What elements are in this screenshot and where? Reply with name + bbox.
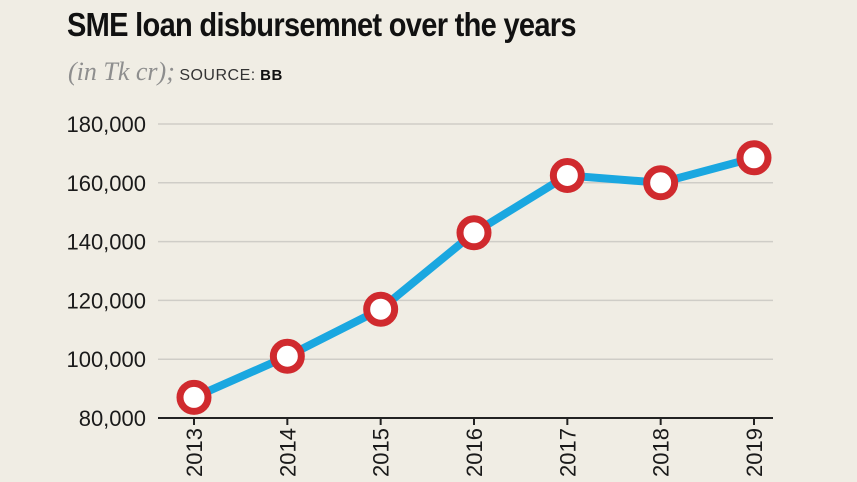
- x-tick-label: 2014: [275, 428, 300, 477]
- x-tick-label: 2017: [555, 428, 580, 477]
- x-tick-label: 2019: [742, 428, 767, 477]
- data-point-marker: [736, 140, 772, 176]
- x-tick-label: 2013: [182, 428, 207, 477]
- data-point-marker: [643, 165, 679, 201]
- data-point-marker: [176, 379, 212, 415]
- chart-subtitle: (in Tk cr); SOURCE: BB: [68, 57, 283, 87]
- y-tick-label: 180,000: [66, 112, 146, 137]
- data-markers: [176, 140, 772, 415]
- y-axis-ticks: 80,000 100,000 120,000 140,000 160,000 180,00…: [66, 112, 146, 431]
- data-point-marker: [549, 157, 585, 193]
- data-point-marker: [456, 215, 492, 251]
- x-tick-label: 2015: [369, 428, 394, 477]
- y-tick-label: 160,000: [66, 171, 146, 196]
- chart-title: SME loan disbursemnet over the years: [67, 6, 577, 43]
- data-point-marker: [363, 291, 399, 327]
- x-tick-label: 2016: [462, 428, 487, 477]
- x-tick-label: 2018: [649, 428, 674, 477]
- y-tick-label: 120,000: [66, 288, 146, 313]
- source-value: BB: [260, 67, 283, 84]
- y-tick-label: 140,000: [66, 230, 146, 255]
- data-point-marker: [269, 338, 305, 374]
- y-tick-label: 100,000: [66, 347, 146, 372]
- source-label: SOURCE:: [179, 67, 256, 84]
- y-tick-label: 80,000: [79, 406, 146, 431]
- x-axis-ticks: 2013 2014 2015 2016 2017 2018 2019: [182, 418, 767, 477]
- unit-label: (in Tk cr);: [68, 57, 175, 86]
